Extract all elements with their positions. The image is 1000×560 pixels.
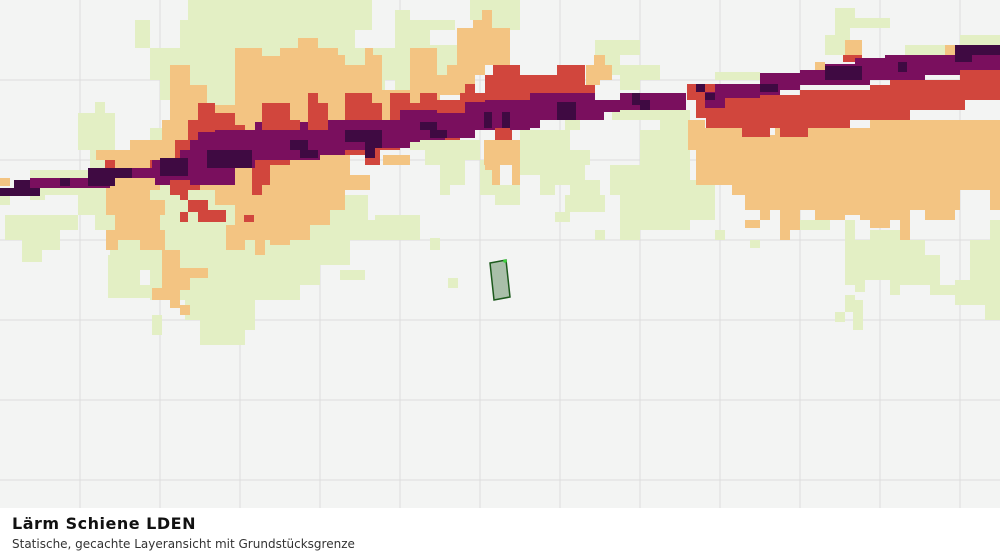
noise-zone-level-5 xyxy=(0,45,1000,196)
map-title: Lärm Schiene LDEN xyxy=(12,514,196,533)
noise-map xyxy=(0,0,1000,508)
parcel-boundary[interactable] xyxy=(489,259,511,301)
map-subtitle: Statische, gecachte Layeransicht mit Gru… xyxy=(12,537,355,551)
parcel-vertex-marker xyxy=(503,259,507,263)
map-caption: Lärm Schiene LDEN Statische, gecachte La… xyxy=(0,508,1000,560)
